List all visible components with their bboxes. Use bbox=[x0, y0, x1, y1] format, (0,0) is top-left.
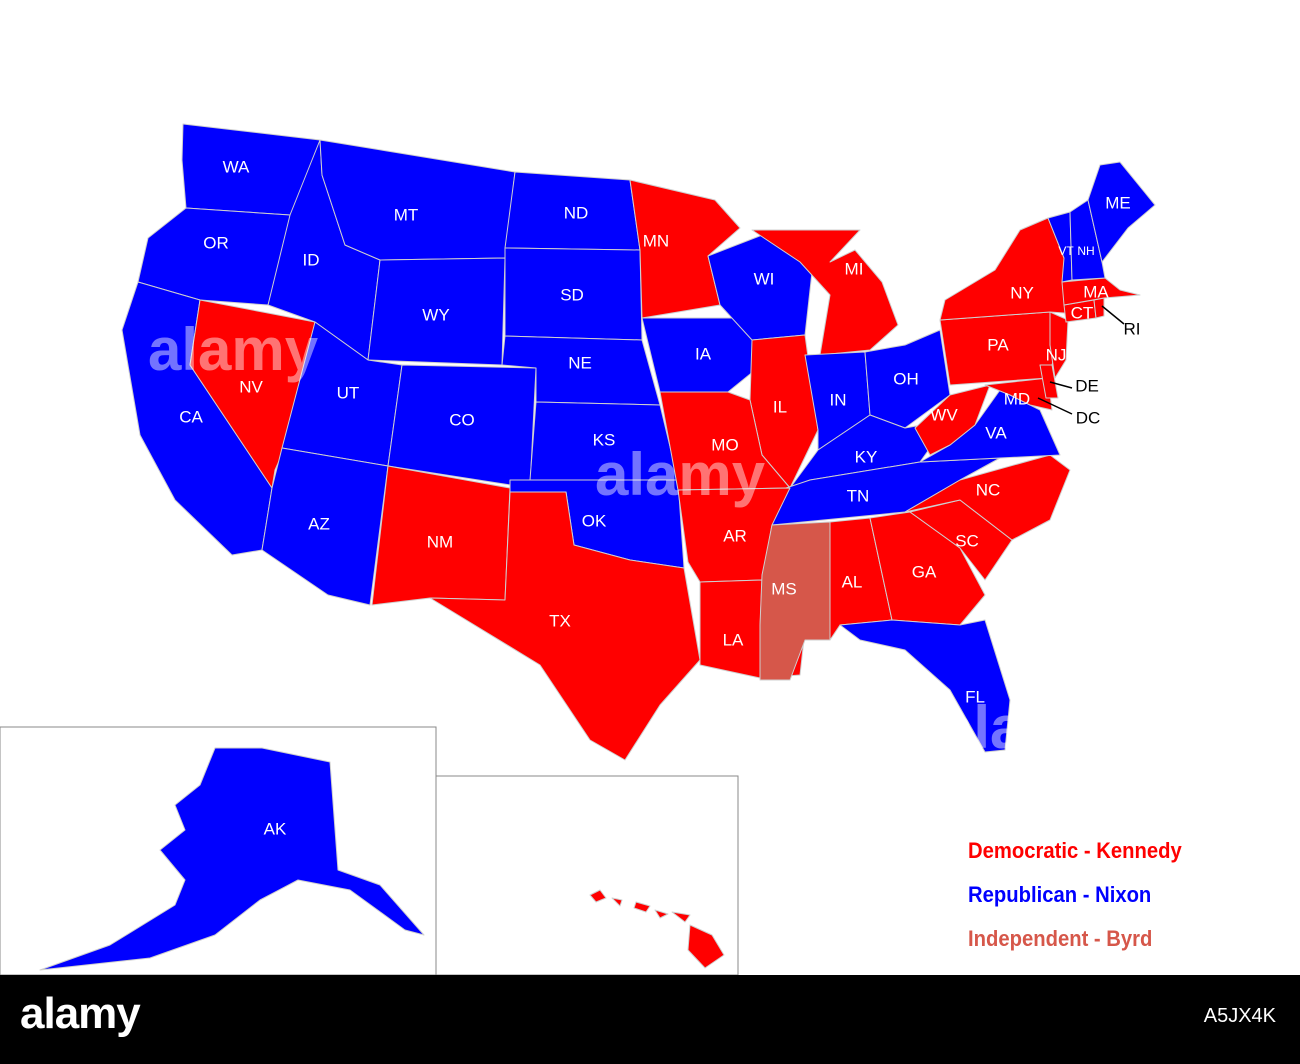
footer-bar: alamy A5JX4K bbox=[0, 975, 1300, 1064]
leader-line-DE bbox=[1049, 381, 1073, 389]
label-AK: AK bbox=[264, 819, 287, 838]
label-FL: FL bbox=[965, 687, 985, 706]
state-TN bbox=[771, 457, 1001, 526]
label-UT: UT bbox=[337, 383, 360, 402]
label-KY: KY bbox=[855, 447, 878, 466]
state-FL bbox=[839, 619, 1011, 753]
state-ME bbox=[1087, 161, 1156, 263]
state-NC bbox=[904, 454, 1071, 541]
label-MS: MS bbox=[771, 579, 797, 598]
label-NH: NH bbox=[1077, 244, 1094, 258]
label-IN: IN bbox=[830, 390, 847, 409]
state-DE bbox=[1039, 364, 1059, 399]
label-SD: SD bbox=[560, 285, 584, 304]
label-NV: NV bbox=[239, 377, 263, 396]
footer-image-id: A5JX4K bbox=[1203, 1005, 1276, 1027]
label-WA: WA bbox=[223, 157, 250, 176]
label-AZ: AZ bbox=[308, 514, 330, 533]
label-NC: NC bbox=[976, 480, 1001, 499]
state-IA bbox=[641, 317, 766, 393]
label-MA: MA bbox=[1083, 282, 1109, 301]
legend-democratic: Democratic - Kennedy bbox=[968, 838, 1182, 863]
state-MS bbox=[759, 521, 831, 681]
label-RI: RI bbox=[1124, 319, 1141, 338]
label-NM: NM bbox=[427, 532, 453, 551]
footer-logo: alamy bbox=[20, 989, 141, 1038]
label-WI: WI bbox=[754, 269, 775, 288]
label-DC: DC bbox=[1076, 408, 1101, 427]
label-ME: ME bbox=[1105, 193, 1131, 212]
label-VT: VT bbox=[1058, 244, 1074, 258]
state-NJ bbox=[1049, 311, 1069, 379]
label-AL: AL bbox=[842, 572, 863, 591]
label-CA: CA bbox=[179, 407, 203, 426]
leader-line-RI bbox=[1101, 305, 1125, 325]
state-MT bbox=[319, 139, 516, 261]
state-MI bbox=[751, 229, 899, 356]
state-VT bbox=[1047, 211, 1073, 283]
label-MO: MO bbox=[711, 435, 738, 454]
label-NE: NE bbox=[568, 353, 592, 372]
watermark-right: alamy bbox=[940, 694, 1111, 761]
state-HI bbox=[589, 889, 725, 969]
hawaii-inset-frame bbox=[435, 775, 739, 975]
label-CT: CT bbox=[1071, 303, 1094, 322]
label-MN: MN bbox=[643, 231, 669, 250]
label-SC: SC bbox=[955, 531, 979, 550]
label-MD: MD bbox=[1004, 389, 1030, 408]
label-VA: VA bbox=[985, 423, 1007, 442]
leader-line-DC bbox=[1037, 397, 1073, 415]
label-MT: MT bbox=[394, 205, 419, 224]
label-MI: MI bbox=[845, 259, 864, 278]
label-NJ: NJ bbox=[1046, 345, 1067, 364]
legend-republican: Republican - Nixon bbox=[968, 882, 1152, 907]
watermark-center: alamy bbox=[595, 441, 766, 508]
label-NY: NY bbox=[1010, 283, 1034, 302]
state-AK bbox=[39, 747, 425, 971]
label-OK: OK bbox=[582, 511, 607, 530]
watermark-left: alamy bbox=[148, 316, 319, 383]
state-TX bbox=[429, 491, 701, 761]
state-NH bbox=[1069, 199, 1106, 281]
label-AR: AR bbox=[723, 526, 747, 545]
label-OH: OH bbox=[893, 369, 919, 388]
label-ID: ID bbox=[303, 250, 320, 269]
label-DE: DE bbox=[1075, 376, 1099, 395]
label-IA: IA bbox=[695, 344, 712, 363]
legend-independent: Independent - Byrd bbox=[968, 926, 1153, 951]
label-TX: TX bbox=[549, 611, 571, 630]
label-WY: WY bbox=[422, 305, 449, 324]
label-WV: WV bbox=[930, 405, 958, 424]
label-IL: IL bbox=[773, 397, 787, 416]
label-OR: OR bbox=[203, 233, 229, 252]
state-MD bbox=[984, 377, 1053, 411]
label-LA: LA bbox=[723, 630, 744, 649]
label-TN: TN bbox=[847, 486, 870, 505]
label-KS: KS bbox=[593, 430, 616, 449]
label-PA: PA bbox=[987, 335, 1009, 354]
label-ND: ND bbox=[564, 203, 589, 222]
label-CO: CO bbox=[449, 410, 475, 429]
us-election-map: alamy alamy alamy WA OR CA NV ID MT WY U… bbox=[0, 123, 1156, 975]
label-GA: GA bbox=[912, 562, 937, 581]
